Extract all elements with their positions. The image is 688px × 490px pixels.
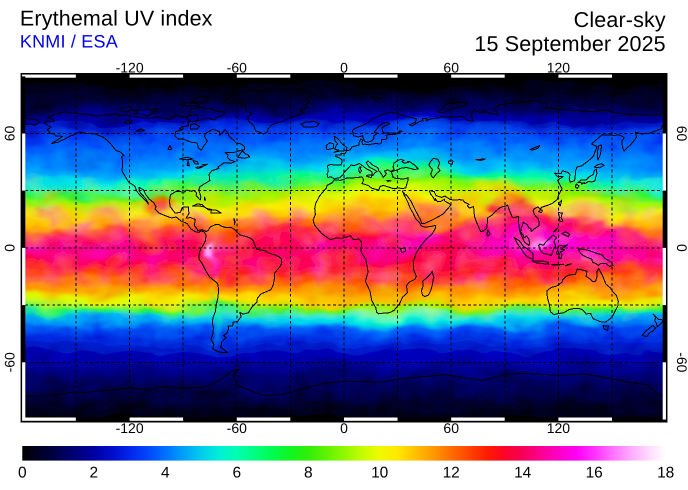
svg-text:60: 60 [443, 420, 459, 436]
svg-text:-60: -60 [2, 352, 18, 372]
svg-text:15 September 2025: 15 September 2025 [474, 32, 665, 56]
svg-text:0: 0 [2, 244, 18, 252]
svg-text:0: 0 [674, 244, 688, 252]
svg-text:60: 60 [443, 60, 459, 76]
svg-text:60: 60 [674, 126, 688, 142]
svg-text:0: 0 [18, 465, 27, 482]
svg-text:-120: -120 [116, 60, 144, 76]
svg-text:2: 2 [89, 465, 98, 482]
svg-text:Clear-sky: Clear-sky [574, 8, 666, 32]
svg-text:8: 8 [304, 465, 313, 482]
svg-text:120: 120 [547, 420, 571, 436]
svg-text:Erythemal UV index: Erythemal UV index [20, 6, 213, 30]
svg-text:16: 16 [586, 465, 603, 482]
svg-text:0: 0 [340, 60, 348, 76]
svg-text:-60: -60 [227, 420, 247, 436]
svg-text:-60: -60 [227, 60, 247, 76]
svg-text:0: 0 [340, 420, 348, 436]
svg-text:-60: -60 [674, 352, 688, 372]
svg-text:60: 60 [2, 126, 18, 142]
svg-text:120: 120 [547, 60, 571, 76]
svg-text:KNMI / ESA: KNMI / ESA [20, 31, 118, 51]
svg-text:12: 12 [443, 465, 460, 482]
svg-text:18: 18 [657, 465, 674, 482]
svg-text:14: 14 [514, 465, 532, 482]
svg-text:6: 6 [232, 465, 241, 482]
svg-text:10: 10 [371, 465, 389, 482]
svg-text:4: 4 [161, 465, 170, 482]
svg-text:-120: -120 [116, 420, 144, 436]
